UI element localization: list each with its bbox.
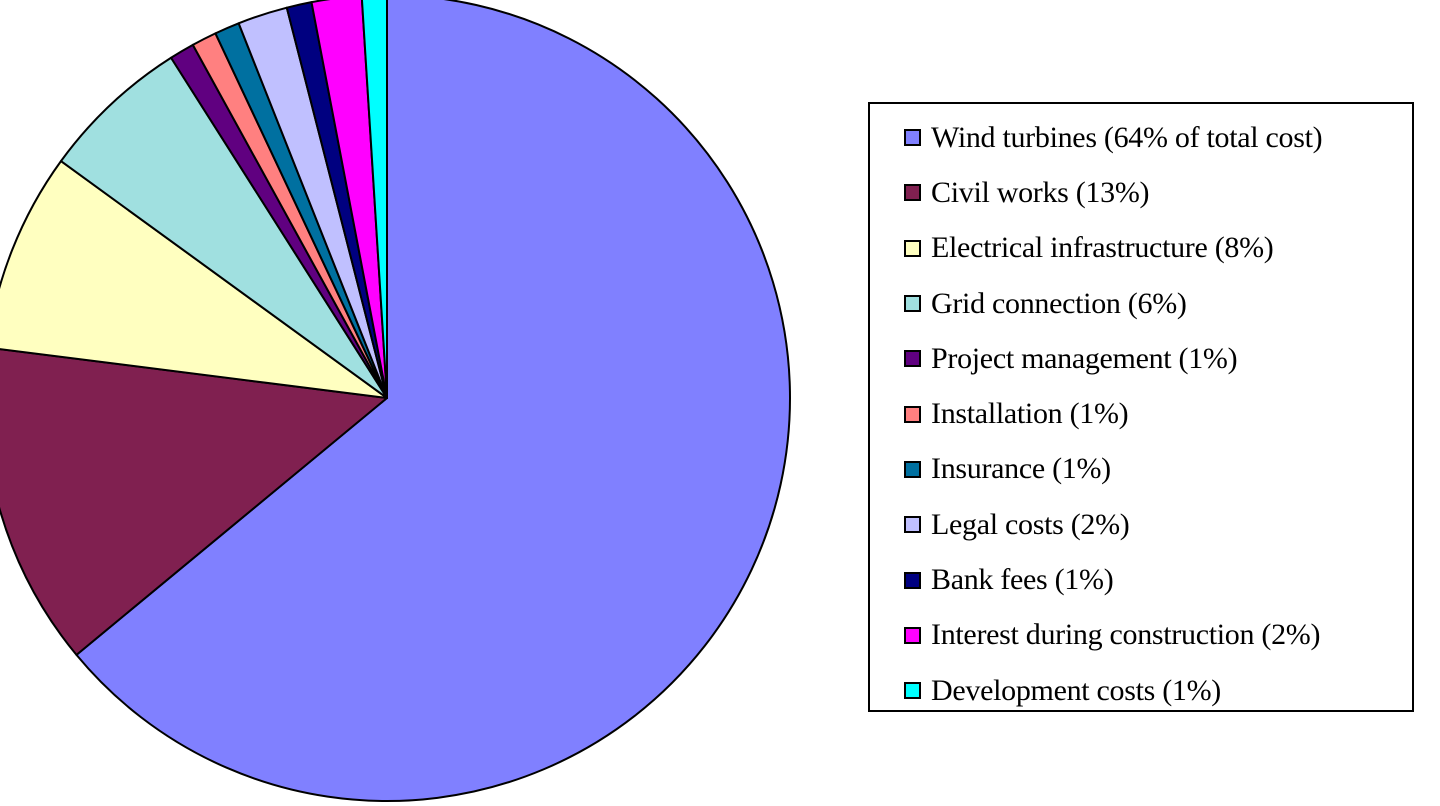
- legend-swatch: [904, 184, 921, 202]
- legend-swatch: [904, 129, 921, 147]
- legend-item: Project management (1%): [904, 331, 1412, 386]
- pie-slice-2: [0, 160, 388, 399]
- legend-label: Civil works (13%): [931, 175, 1150, 209]
- pie-slice-10: [360, 0, 388, 399]
- legend-swatch: [904, 682, 921, 700]
- legend-label: Bank fees (1%): [931, 563, 1114, 597]
- legend-item: Insurance (1%): [904, 442, 1412, 497]
- legend-label: Electrical infrastructure (8%): [931, 231, 1274, 265]
- legend-item: Legal costs (2%): [904, 497, 1412, 552]
- legend: Wind turbines (64% of total cost) Civil w…: [868, 102, 1414, 712]
- legend-label: Wind turbines (64% of total cost): [931, 120, 1323, 154]
- pie-chart: [0, 0, 791, 802]
- legend-item: Installation (1%): [904, 386, 1412, 441]
- legend-swatch: [904, 626, 921, 644]
- legend-label: Insurance (1%): [931, 452, 1111, 486]
- legend-item: Interest during construction (2%): [904, 608, 1412, 663]
- legend-swatch: [904, 516, 921, 534]
- pie-slice-0: [75, 0, 791, 802]
- legend-item: Civil works (13%): [904, 165, 1412, 220]
- legend-swatch: [904, 460, 921, 478]
- legend-item: Grid connection (6%): [904, 276, 1412, 331]
- legend-label: Grid connection (6%): [931, 286, 1187, 320]
- legend-swatch: [904, 571, 921, 589]
- legend-item: Development costs (1%): [904, 663, 1412, 718]
- legend-swatch: [904, 295, 921, 313]
- legend-swatch: [904, 239, 921, 257]
- legend-item: Bank fees (1%): [904, 552, 1412, 607]
- legend-label: Project management (1%): [931, 341, 1238, 375]
- legend-label: Legal costs (2%): [931, 507, 1130, 541]
- legend-label: Interest during construction (2%): [931, 618, 1321, 652]
- legend-swatch: [904, 350, 921, 368]
- legend-label: Development costs (1%): [931, 673, 1221, 707]
- legend-swatch: [904, 405, 921, 423]
- pie-slice-3: [59, 56, 388, 399]
- legend-item: Wind turbines (64% of total cost): [904, 110, 1412, 165]
- pie-slice-1: [0, 348, 388, 656]
- legend-label: Installation (1%): [931, 397, 1129, 431]
- legend-item: Electrical infrastructure (8%): [904, 221, 1412, 276]
